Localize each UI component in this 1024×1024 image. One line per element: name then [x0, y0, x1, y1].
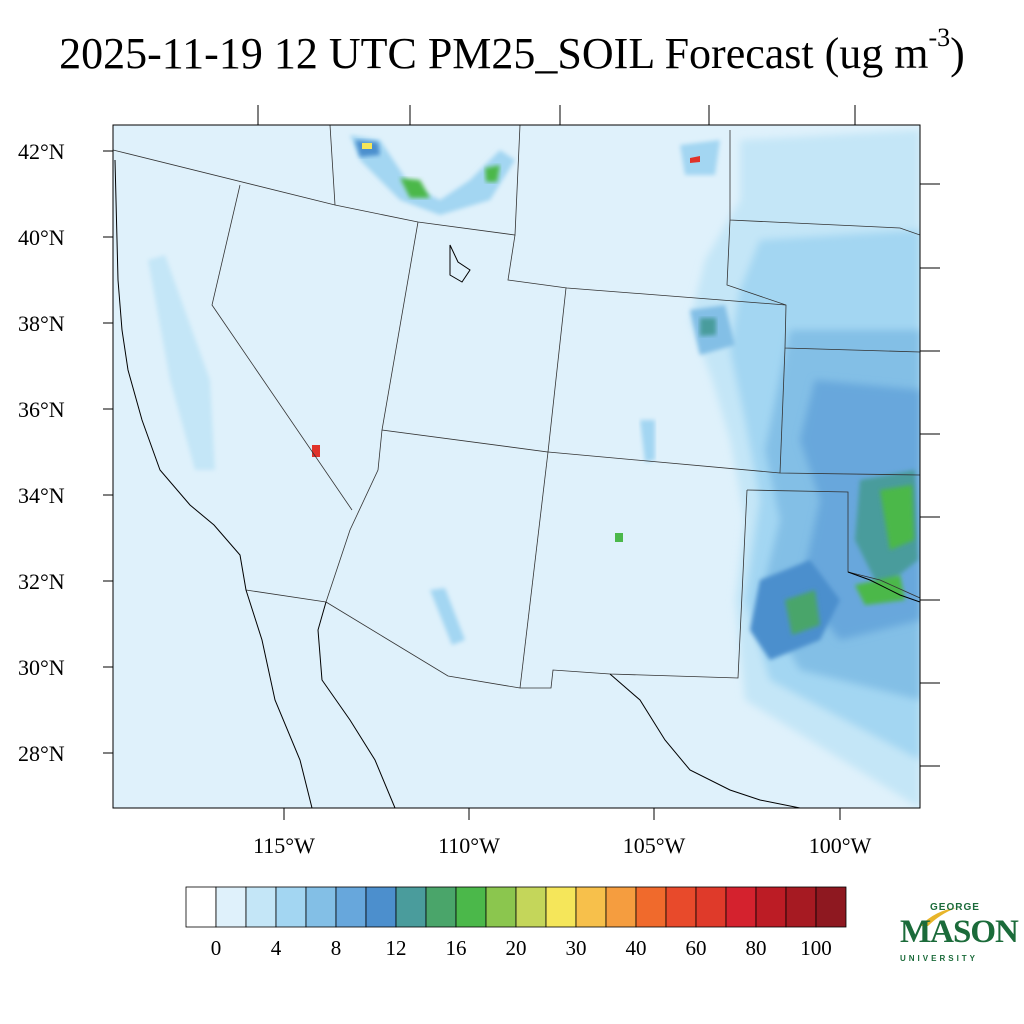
colorbar-swatch: [245, 886, 277, 928]
colorbar-swatch: [215, 886, 247, 928]
colorbar-swatch: [695, 886, 727, 928]
coastlines: [114, 159, 920, 808]
lon-label-100: 100°W: [809, 833, 872, 858]
swoosh-icon: [920, 908, 956, 926]
lat-label-32: 32°N: [18, 569, 65, 594]
colorbar-swatch: [395, 886, 427, 928]
colorbar-swatch: [785, 886, 817, 928]
colorbar-labels: 0 4 8 12 16 20 30 40 60 80 100: [211, 936, 832, 960]
lat-label-28: 28°N: [18, 741, 65, 766]
colorbar-tick-label: 30: [566, 936, 587, 960]
colorbar-swatch: [575, 886, 607, 928]
colorbar-tick-label: 16: [446, 936, 467, 960]
colorbar-swatch: [425, 886, 457, 928]
map-title: 2025-11-19 12 UTC PM25_SOIL Forecast (ug…: [59, 23, 965, 78]
lon-label-115: 115°W: [253, 833, 315, 858]
colorbar-tick-label: 80: [746, 936, 767, 960]
colorbar-swatch: [815, 886, 847, 928]
colorbar-swatch: [725, 886, 757, 928]
colorbar-tick-label: 20: [506, 936, 527, 960]
colorbar-swatch: [335, 886, 367, 928]
colorbar-swatch: [605, 886, 637, 928]
colorbar-tick-label: 0: [211, 936, 222, 960]
colorbar-tick-label: 8: [331, 936, 342, 960]
lat-label-38: 38°N: [18, 311, 65, 336]
lon-label-110: 110°W: [438, 833, 500, 858]
longitude-labels: 115°W 110°W 105°W 100°W: [253, 833, 871, 858]
lat-label-36: 36°N: [18, 397, 65, 422]
colorbar-swatch: [275, 886, 307, 928]
colorbar-tick-label: 12: [386, 936, 407, 960]
lat-label-30: 30°N: [18, 655, 65, 680]
axis-ticks: [103, 105, 940, 820]
colorbar-swatch: [515, 886, 547, 928]
colorbar-swatch: [635, 886, 667, 928]
colorbar-swatch: [755, 886, 787, 928]
colorbar-swatch: [545, 886, 577, 928]
colorbar-tick-label: 100: [800, 936, 832, 960]
colorbar: [185, 886, 847, 928]
lon-label-105: 105°W: [623, 833, 686, 858]
concentration-field: [148, 130, 920, 808]
colorbar-tick-label: 40: [626, 936, 647, 960]
colorbar-tick-label: 4: [271, 936, 282, 960]
colorbar-swatch: [185, 886, 217, 928]
colorbar-tick-label: 60: [686, 936, 707, 960]
lat-label-34: 34°N: [18, 483, 65, 508]
lat-label-42: 42°N: [18, 139, 65, 164]
gmu-logo: GEORGE MASON UNIVERSITY: [900, 902, 1019, 963]
colorbar-swatch: [665, 886, 697, 928]
colorbar-swatch: [485, 886, 517, 928]
colorbar-swatch: [455, 886, 487, 928]
map-frame: [112, 124, 921, 809]
lat-label-40: 40°N: [18, 225, 65, 250]
colorbar-swatch: [365, 886, 397, 928]
latitude-labels: 42°N 40°N 38°N 36°N 34°N 32°N 30°N 28°N: [18, 139, 65, 766]
colorbar-swatch: [305, 886, 337, 928]
